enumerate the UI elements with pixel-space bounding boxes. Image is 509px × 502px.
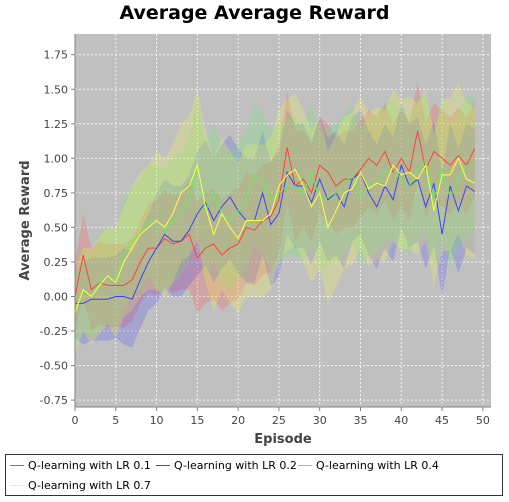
y-tick-label: 0.00 <box>44 290 69 303</box>
legend-swatch <box>10 485 24 486</box>
y-tick-label: 0.75 <box>44 187 69 200</box>
y-tick-label: 1.50 <box>44 83 69 96</box>
x-tick-label: 10 <box>150 414 164 427</box>
series-line-2 <box>74 160 475 311</box>
x-tick-label: 40 <box>394 414 408 427</box>
y-tick-label: 1.00 <box>44 152 69 165</box>
legend-label: Q-learning with LR 0.4 <box>316 459 439 472</box>
x-axis-label: Episode <box>254 432 312 447</box>
legend-swatch <box>298 465 312 466</box>
x-tick-label: 20 <box>231 414 245 427</box>
legend-item-1: Q-learning with LR 0.2 <box>156 459 297 472</box>
x-tick-label: 25 <box>272 414 286 427</box>
legend: Q-learning with LR 0.1 Q-learning with LR… <box>5 454 503 496</box>
x-tick-label: 5 <box>112 414 119 427</box>
legend-item-3: Q-learning with LR 0.7 <box>10 479 151 492</box>
series-line-0 <box>74 130 476 297</box>
legend-swatch <box>10 465 24 466</box>
plot-background <box>75 34 491 407</box>
x-tick-label: 0 <box>72 414 79 427</box>
x-tick-label: 15 <box>190 414 204 427</box>
x-tick-label: 50 <box>476 414 490 427</box>
series-band-0 <box>75 82 475 332</box>
legend-label: Q-learning with LR 0.2 <box>174 459 297 472</box>
x-tick-label: 30 <box>313 414 327 427</box>
y-tick-label: 0.50 <box>44 221 69 234</box>
y-tick-label: 1.25 <box>44 118 69 131</box>
legend-swatch <box>156 465 170 466</box>
x-tick-label: 35 <box>353 414 367 427</box>
x-tick-label: 45 <box>435 414 449 427</box>
series-line-1 <box>75 163 475 304</box>
y-tick-label: -0.75 <box>40 394 68 407</box>
legend-item-0: Q-learning with LR 0.1 <box>10 459 151 472</box>
legend-label: Q-learning with LR 0.1 <box>28 459 151 472</box>
y-tick-label: 1.75 <box>44 49 69 62</box>
plot-area: -0.75 -0.50 -0.25 0.00 0.25 0.50 0.75 1.00 1.25 1… <box>18 34 491 447</box>
legend-item-2: Q-learning with LR 0.4 <box>298 459 439 472</box>
chart-title: Average Average Reward <box>119 2 390 24</box>
series-line-3 <box>74 157 475 314</box>
legend-label: Q-learning with LR 0.7 <box>28 479 151 492</box>
y-tick-label: -0.50 <box>40 360 68 373</box>
y-tick-label: -0.25 <box>40 325 68 338</box>
y-axis-label: Average Reward <box>18 160 33 280</box>
y-tick-label: 0.25 <box>44 256 69 269</box>
series-band-1 <box>75 103 475 348</box>
